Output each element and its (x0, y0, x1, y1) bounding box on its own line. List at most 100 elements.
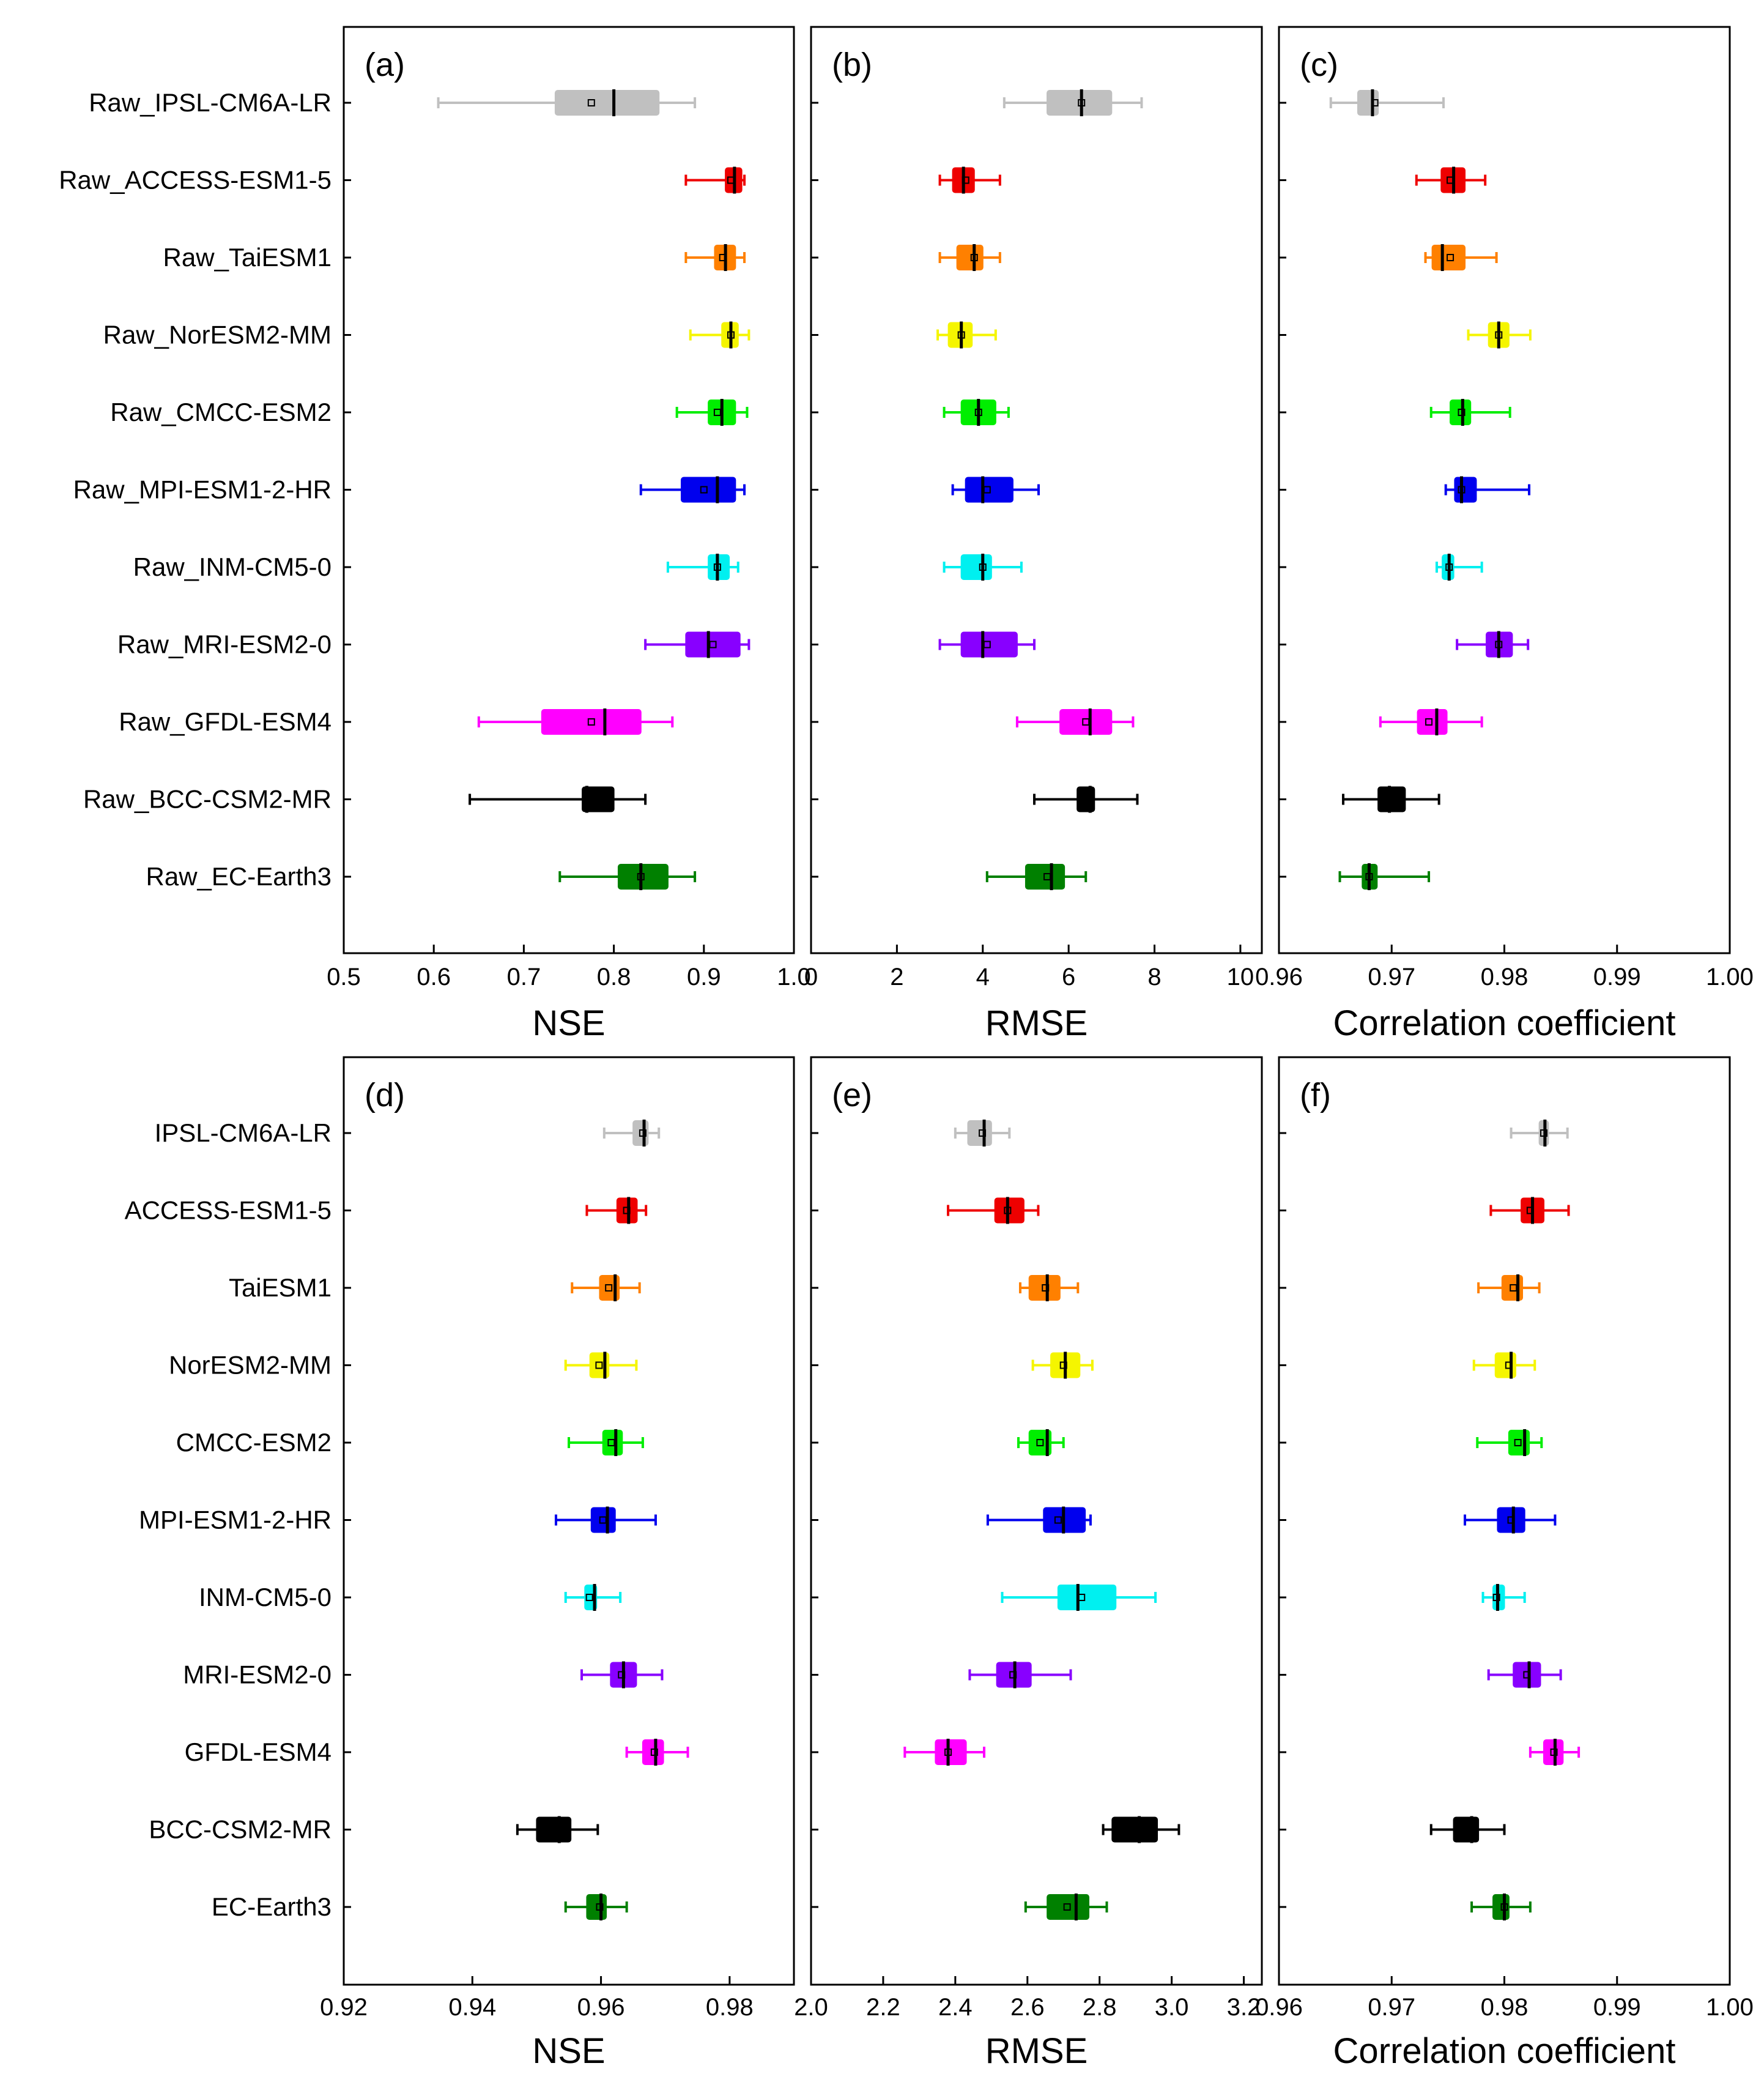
box-raw_bcc-csm2-mr (1032, 786, 1139, 813)
box-mpi-esm1-2-hr (986, 1506, 1092, 1534)
x-tick-label: 8 (1147, 964, 1161, 991)
mean-marker (713, 563, 721, 571)
x-tick-label: 0.96 (1255, 1994, 1303, 2021)
box-gfdl-esm4 (625, 1739, 689, 1766)
iqr-box (965, 477, 1014, 503)
iqr-box (1543, 1739, 1564, 1765)
box-cmcc-esm2 (1017, 1429, 1065, 1456)
mean-marker (1526, 1206, 1534, 1214)
x-tick-label: 0.8 (597, 964, 631, 991)
box-taiesm1 (1018, 1274, 1080, 1301)
box-raw_gfdl-esm4 (477, 708, 674, 735)
mean-marker (1505, 1361, 1513, 1369)
iqr-box (681, 477, 736, 503)
mean-marker (607, 1439, 615, 1446)
mean-marker (1425, 718, 1433, 726)
mean-marker (1042, 1284, 1050, 1292)
model-label: Raw_CMCC-ESM2 (110, 398, 332, 426)
model-label: MRI-ESM2-0 (183, 1660, 332, 1689)
iqr-box (1047, 90, 1113, 116)
iqr-box (1111, 1816, 1158, 1843)
x-tick-label: 0.99 (1593, 964, 1641, 991)
mean-marker (957, 331, 965, 339)
mean-marker (1383, 795, 1391, 803)
panel-d: 0.92 0.94 0.96 0.98 NSE (d) IPSL-CM6A-LR ACCESS… (125, 1056, 795, 2071)
mean-marker (719, 254, 727, 261)
box-raw_bcc-csm2-mr (469, 786, 647, 813)
mean-marker (1445, 563, 1453, 571)
mean-marker (595, 1361, 603, 1369)
iqr-box (554, 90, 660, 116)
x-tick-label: 0.7 (507, 964, 541, 991)
x-tick-label: 3.0 (1155, 1994, 1189, 2021)
iqr-box (960, 631, 1018, 658)
iqr-box (1025, 864, 1065, 890)
box-raw_access-esm1-5 (938, 166, 1001, 194)
box-inm-cm5-0 (564, 1584, 622, 1611)
x-tick-label: 0.99 (1593, 1994, 1641, 2021)
model-label: Raw_INM-CM5-0 (133, 552, 332, 581)
mean-marker (970, 254, 978, 261)
box-ec-earth3 (564, 1894, 628, 1920)
box-raw_cmcc-esm2 (1429, 399, 1511, 426)
model-label: Raw_NorESM2-MM (103, 321, 332, 349)
mean-marker (1500, 1903, 1508, 1911)
box-ipsl-cm6a-lr (1510, 1120, 1569, 1147)
iqr-box (536, 1816, 572, 1843)
panel-a: 0.5 0.6 0.7 0.8 0.9 1.0 NSE (a) Raw_IPSL-CM6A-LR… (59, 26, 811, 1043)
box-raw_mri-esm2-0 (644, 631, 750, 658)
model-label: Raw_EC-Earth3 (146, 862, 332, 891)
iqr-box (616, 1197, 638, 1224)
iqr-box (1377, 786, 1406, 812)
box-raw_inm-cm5-0 (1435, 554, 1483, 581)
mean-marker (585, 1594, 593, 1601)
model-label: GFDL-ESM4 (185, 1738, 332, 1766)
x-tick-label: 2.2 (866, 1994, 900, 2021)
panel-f: 0.96 0.97 0.98 0.99 1.00 Correlation coeffici… (1255, 1056, 1754, 2071)
box-ec-earth3 (1470, 1894, 1532, 1920)
iqr-box (1513, 1662, 1541, 1688)
mean-marker (1059, 1361, 1067, 1369)
mean-marker (596, 1903, 604, 1911)
x-tick-label: 1.0 (777, 964, 811, 991)
iqr-box (1057, 1585, 1117, 1610)
box-raw_access-esm1-5 (1415, 166, 1487, 194)
iqr-box (602, 1430, 623, 1455)
mean-marker (1523, 1671, 1531, 1679)
mean-marker (983, 641, 991, 649)
box-ipsl-cm6a-lr (954, 1120, 1011, 1147)
mean-marker (1004, 1206, 1012, 1214)
box-raw_inm-cm5-0 (666, 554, 739, 581)
model-label: EC-Earth3 (212, 1892, 332, 1921)
box-raw_ec-earth3 (985, 863, 1088, 890)
box-raw_cmcc-esm2 (675, 399, 749, 426)
box-mri-esm2-0 (968, 1661, 1072, 1689)
box-raw_mpi-esm1-2-hr (951, 476, 1040, 504)
panel-label: (e) (832, 1077, 872, 1113)
box-access-esm1-5 (585, 1197, 648, 1224)
x-tick-label: 0.98 (1481, 964, 1529, 991)
mean-marker (974, 409, 982, 416)
mean-marker (599, 1516, 607, 1524)
panel-c: 0.96 0.97 0.98 0.99 1.00 Correlation coeffici… (1255, 26, 1754, 1043)
model-label: Raw_MPI-ESM1-2-HR (73, 475, 332, 504)
mean-marker (1540, 1129, 1547, 1137)
box-mri-esm2-0 (1487, 1661, 1562, 1689)
box-raw_inm-cm5-0 (943, 554, 1023, 581)
box-taiesm1 (1477, 1274, 1541, 1301)
iqr-box (994, 1197, 1025, 1224)
iqr-box (642, 1739, 664, 1765)
mean-marker (1009, 1671, 1017, 1679)
mean-marker (639, 1129, 647, 1137)
box-taiesm1 (571, 1274, 641, 1301)
iqr-box (1431, 245, 1466, 270)
x-tick-label: 0.97 (1368, 1994, 1415, 2021)
iqr-box (617, 864, 669, 890)
box-raw_ipsl-cm6a-lr (1329, 89, 1445, 116)
iqr-box (1497, 1507, 1525, 1533)
x-tick-label: 0.6 (417, 964, 451, 991)
mean-marker (637, 873, 645, 880)
model-label: NorESM2-MM (169, 1351, 332, 1380)
x-tick-label: 4 (976, 964, 990, 991)
mean-marker (1082, 718, 1090, 726)
